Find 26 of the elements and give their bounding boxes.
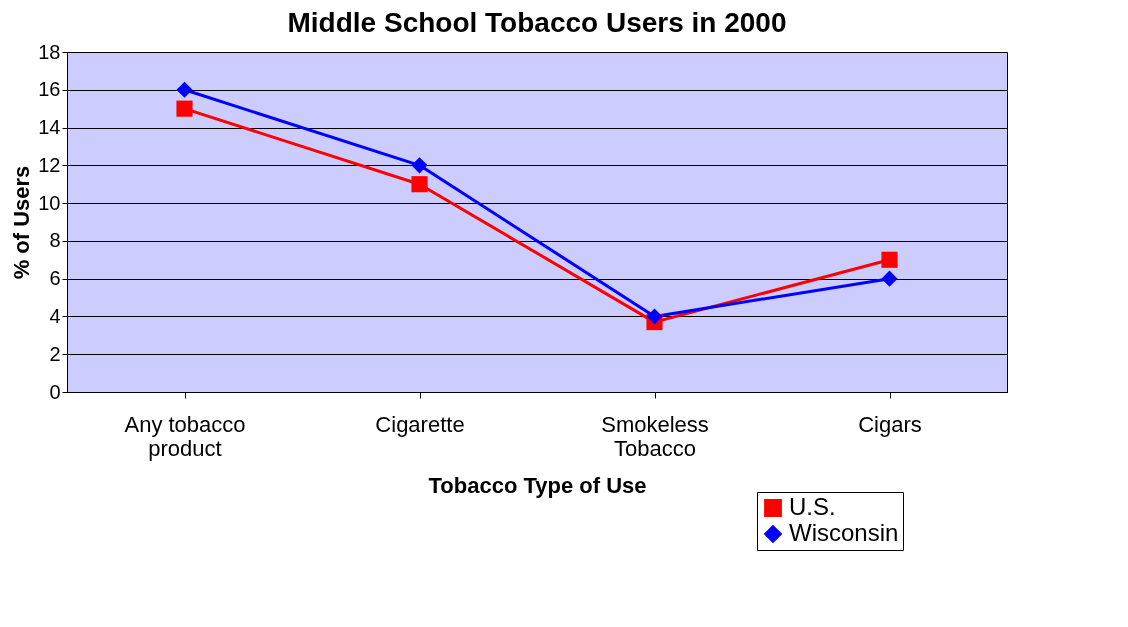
y-tick-label: 14 [38,116,61,139]
y-tick-label: 12 [38,153,61,176]
y-tick-label: 8 [49,229,61,252]
point [411,176,428,193]
point [646,308,663,325]
x-tick-label: Any tobacco product [124,411,246,461]
y-tick-label: 0 [49,380,61,403]
point [176,100,193,117]
x-tick-label: Smokeless Tobacco [601,411,709,461]
y-axis-title: % of Users [9,165,35,280]
legend-label: Wisconsin [789,519,899,546]
y-tick-label: 6 [49,267,61,290]
point [881,270,898,287]
legend-label: U.S. [789,493,836,520]
point [881,251,898,268]
y-tick-label: 2 [49,342,61,365]
x-axis-title: Tobacco Type of Use [428,472,647,498]
y-tick-label: 10 [38,191,61,214]
point [176,81,193,98]
y-tick-label: 4 [49,304,61,327]
chart-title: Middle School Tobacco Users in 2000 [287,7,787,38]
y-tick-label: 16 [38,78,61,101]
point [411,157,428,174]
x-tick-label: Cigarette [375,411,465,437]
x-tick-label: Cigars [858,411,922,437]
y-tick-label: 18 [38,40,61,63]
